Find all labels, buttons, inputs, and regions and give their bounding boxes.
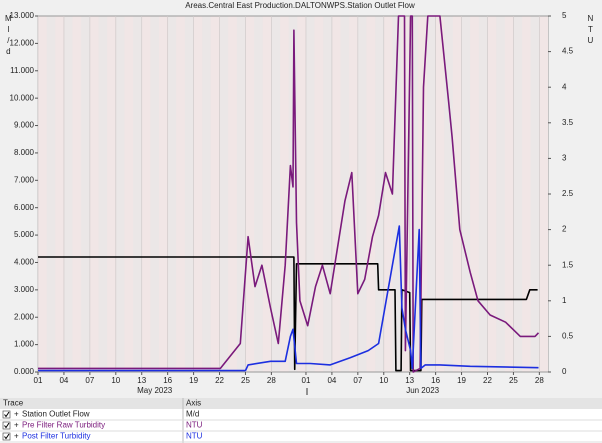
- y2-tick-label: 3.5: [562, 118, 574, 127]
- x-tick-label: 04: [59, 376, 68, 385]
- y-tick-label: 11.000: [10, 66, 34, 75]
- x-group-label: May 2023: [137, 386, 173, 395]
- day-stripe: [314, 16, 324, 372]
- y2-axis-label: NTU: [586, 14, 595, 47]
- y2-tick-label: 4.5: [562, 47, 574, 56]
- series-line: [38, 256, 538, 372]
- legend-check: [4, 433, 10, 440]
- x-tick-label: 19: [457, 376, 466, 385]
- y-tick-label: 6.000: [14, 203, 35, 212]
- day-stripe: [297, 16, 306, 372]
- legend-checkbox[interactable]: [2, 421, 11, 430]
- day-stripe: [159, 16, 168, 372]
- day-stripe: [38, 16, 47, 372]
- y-tick-label: 0.000: [14, 367, 35, 376]
- legend-header-row: [0, 398, 602, 409]
- legend-expand: +: [14, 432, 19, 441]
- day-stripe: [245, 16, 255, 372]
- legend-entry[interactable]: Station Outlet Flow: [22, 410, 90, 419]
- y2-tick-label: 5: [562, 11, 567, 20]
- y2-tick-label: 0.5: [562, 332, 574, 341]
- legend-axis: M/d: [186, 410, 199, 419]
- day-stripe: [522, 16, 531, 372]
- day-stripe: [504, 16, 514, 372]
- y2-tick-label: 1: [562, 296, 567, 305]
- x-tick-label: 13: [137, 376, 146, 385]
- y-tick-label: 7.000: [14, 175, 35, 184]
- x-tick-label: 16: [163, 376, 172, 385]
- legend-checkbox[interactable]: [2, 410, 11, 419]
- day-stripe: [539, 16, 548, 372]
- day-stripe: [331, 16, 341, 372]
- y-tick-label: 13.000: [10, 11, 35, 20]
- series-line: [38, 225, 539, 372]
- legend-header: Axis: [186, 399, 201, 408]
- day-stripe: [366, 16, 376, 372]
- y2-tick-label: 0: [562, 367, 567, 376]
- x-tick-label: 13: [405, 376, 414, 385]
- day-stripe: [487, 16, 497, 372]
- x-tick-label: 01: [302, 376, 311, 385]
- x-tick-label: 25: [241, 376, 250, 385]
- x-tick-label: 19: [189, 376, 198, 385]
- x-tick-label: 10: [111, 376, 120, 385]
- x-tick-label: 16: [431, 376, 440, 385]
- day-stripe: [72, 16, 82, 372]
- y2-tick-label: 2.5: [562, 189, 574, 198]
- legend-expand: +: [14, 421, 19, 430]
- y-tick-label: 12.000: [10, 38, 35, 47]
- y-tick-label: 1.000: [14, 340, 35, 349]
- legend-entry[interactable]: Post Filter Turbidity: [22, 432, 90, 441]
- legend-checkbox[interactable]: [2, 432, 11, 441]
- day-stripe: [383, 16, 393, 372]
- y2-tick-label: 3: [562, 154, 567, 163]
- day-stripe: [228, 16, 237, 372]
- day-stripe: [193, 16, 203, 372]
- y-tick-label: 9.000: [14, 121, 35, 130]
- x-tick-label: 22: [483, 376, 492, 385]
- x-tick-label: 01: [34, 376, 43, 385]
- legend-check: [4, 411, 10, 418]
- day-stripe: [124, 16, 134, 372]
- y2-tick-label: 1.5: [562, 260, 574, 269]
- day-stripe: [89, 16, 99, 372]
- x-tick-label: 28: [267, 376, 276, 385]
- legend-entry[interactable]: Pre Filter Raw Turbidity: [22, 421, 105, 430]
- x-tick-label: 04: [327, 376, 336, 385]
- y2-tick-label: 2: [562, 225, 567, 234]
- day-stripe: [176, 16, 185, 372]
- x-tick-label: 22: [215, 376, 224, 385]
- legend-axis: NTU: [186, 421, 203, 430]
- day-stripe: [107, 16, 116, 372]
- x-tick-label: 07: [353, 376, 362, 385]
- x-tick-label: 10: [379, 376, 388, 385]
- day-stripe: [280, 16, 289, 372]
- day-stripe: [435, 16, 445, 372]
- x-tick-label: 07: [85, 376, 94, 385]
- y-axis-label: Ml/d: [4, 14, 13, 58]
- day-stripe: [210, 16, 220, 372]
- day-stripe: [55, 16, 64, 372]
- x-tick-label: 28: [535, 376, 544, 385]
- day-stripe: [141, 16, 151, 372]
- y2-tick-label: 4: [562, 82, 567, 91]
- legend-expand: +: [14, 410, 19, 419]
- y-tick-label: 8.000: [14, 148, 35, 157]
- legend-header: Trace: [3, 399, 24, 408]
- day-stripe: [262, 16, 272, 372]
- chart-title: Areas.Central East Production.DALTONWPS.…: [185, 1, 415, 10]
- x-group-label: Jun 2023: [406, 386, 439, 395]
- legend-check: [4, 422, 10, 429]
- legend-axis: NTU: [186, 432, 203, 441]
- series-line: [38, 15, 540, 373]
- y-tick-label: 5.000: [14, 230, 35, 239]
- y-tick-label: 3.000: [14, 285, 35, 294]
- x-tick-label: 25: [509, 376, 518, 385]
- day-stripe: [470, 16, 479, 372]
- y-tick-label: 2.000: [14, 312, 35, 321]
- y-tick-label: 4.000: [14, 258, 35, 267]
- y-tick-label: 10.000: [10, 93, 35, 102]
